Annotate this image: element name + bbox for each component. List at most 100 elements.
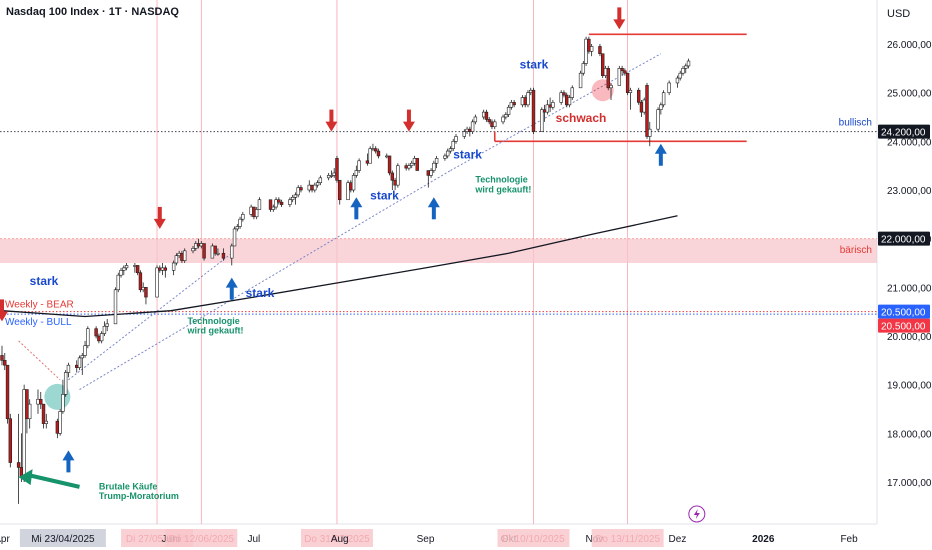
candle <box>241 211 245 222</box>
candle <box>487 117 491 125</box>
candle <box>238 216 242 229</box>
candle <box>565 92 569 108</box>
chart-title: Nasdaq 100 Index · 1T · NASDAQ <box>6 6 179 18</box>
candle <box>681 65 685 76</box>
candle <box>221 248 226 261</box>
candle <box>183 248 187 263</box>
candle <box>86 326 90 349</box>
arrow-shaft <box>617 7 622 22</box>
price-tick-label: 20.000,00 <box>887 332 932 343</box>
candle <box>138 270 143 293</box>
crosshair-date-bg <box>19 529 106 547</box>
candle <box>313 182 317 193</box>
candle-body <box>681 68 685 74</box>
candle-body <box>8 418 13 463</box>
candle-body <box>432 162 436 171</box>
candle-body <box>468 128 472 132</box>
candle-body <box>86 328 90 347</box>
arrow-head <box>402 121 415 132</box>
candle-body <box>113 289 118 325</box>
price-axis-pane <box>877 0 932 550</box>
candle <box>274 197 278 210</box>
candle-body <box>39 398 43 405</box>
candle-body <box>390 172 395 181</box>
candle-body <box>249 206 253 215</box>
candle-body <box>238 218 242 227</box>
candle-body <box>183 250 187 261</box>
candle-body <box>16 462 21 468</box>
candle <box>335 155 339 183</box>
level-label: Weekly - BEAR <box>5 300 74 311</box>
candle <box>338 179 342 205</box>
bearish-zone <box>0 238 877 263</box>
candle <box>80 353 84 375</box>
candle-body <box>562 92 566 96</box>
arrow-head <box>153 218 166 229</box>
candle-body <box>529 89 533 93</box>
candle <box>61 379 65 414</box>
arrow-shaft <box>229 285 234 300</box>
candle-body <box>293 194 298 198</box>
chart-annotation: stark <box>520 57 549 71</box>
price-badge: 20.500,00 <box>878 304 930 319</box>
price-badge-label: 20.500,00 <box>881 308 926 319</box>
candle-body <box>313 184 317 191</box>
candle <box>531 87 536 135</box>
candle-body <box>601 53 605 76</box>
candle-body <box>55 420 60 434</box>
price-tick-label: 18.000,00 <box>887 429 932 440</box>
candle-body <box>235 226 240 230</box>
candle-body <box>271 206 275 210</box>
level-label: bullisch <box>839 118 872 129</box>
candle-body <box>27 403 32 420</box>
candle <box>429 168 433 178</box>
arrow-shaft <box>406 109 411 124</box>
candle-body <box>387 155 392 174</box>
candle-body <box>412 158 417 164</box>
trendline <box>68 252 233 381</box>
arrow-shaft <box>354 205 359 220</box>
candle-body <box>659 104 663 111</box>
candle <box>296 185 300 198</box>
candle <box>374 146 378 154</box>
candle <box>58 409 62 436</box>
candle-body <box>639 102 644 113</box>
candle <box>470 119 475 135</box>
candle-body <box>501 116 505 123</box>
arrow-head <box>325 121 338 132</box>
candle-body <box>75 364 79 368</box>
candle-body <box>163 267 168 271</box>
candle-body <box>199 243 204 247</box>
candle <box>410 160 414 169</box>
candle <box>567 95 572 108</box>
price-tick-label: 17.000,00 <box>887 478 932 489</box>
price-badge-bg <box>878 318 930 333</box>
candle-body <box>213 245 217 254</box>
time-tick-label: Sep <box>417 534 435 545</box>
candle <box>119 267 123 278</box>
candle <box>105 318 109 332</box>
candle-body <box>567 97 572 106</box>
candle <box>648 121 652 147</box>
event-date-label: Fr 10/10/2025 <box>502 534 565 545</box>
candle-body <box>241 214 245 220</box>
candle <box>390 170 395 190</box>
candle-body <box>678 72 682 79</box>
candle <box>63 370 68 397</box>
candle-body <box>426 170 431 176</box>
up-arrow <box>654 143 667 166</box>
candle-body <box>135 265 140 274</box>
candle <box>559 90 563 105</box>
candle <box>8 413 13 468</box>
candle <box>230 243 234 266</box>
candle <box>656 107 660 132</box>
candle-body <box>473 116 478 123</box>
arrow-head <box>0 311 8 322</box>
chart-annotation: wird gekauft! <box>186 326 243 336</box>
candle <box>570 85 574 100</box>
price-badge-bg <box>878 124 930 139</box>
candle-body <box>429 170 433 176</box>
candle <box>504 112 508 120</box>
candle-body <box>465 128 469 132</box>
